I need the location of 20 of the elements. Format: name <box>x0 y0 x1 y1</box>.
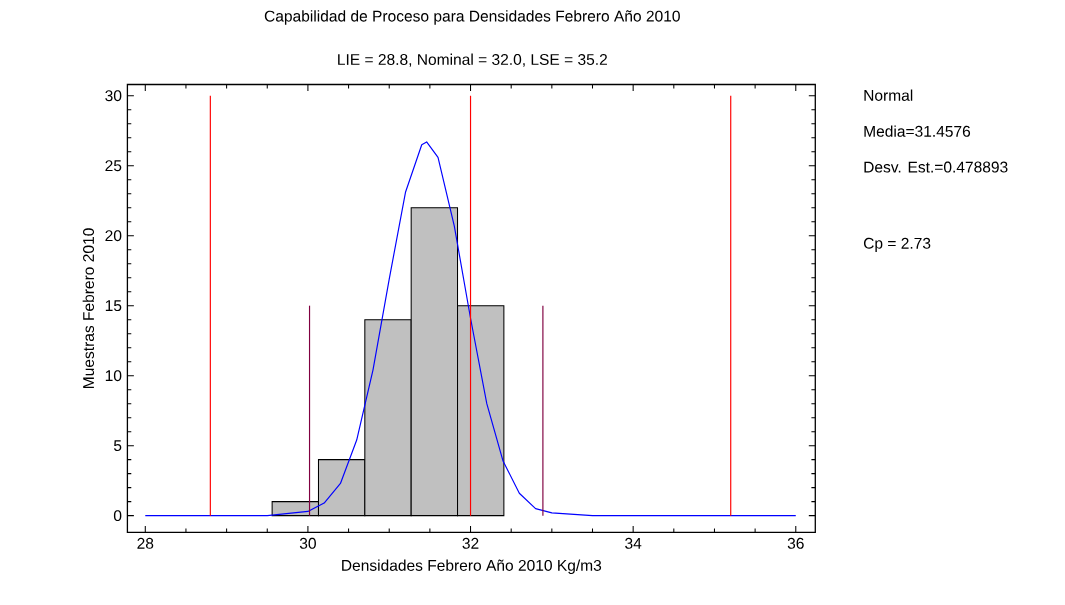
y-tick-label: 0 <box>113 509 122 521</box>
chart-subtitle: LIE = 28.8, Nominal = 32.0, LSE = 35.2 <box>338 53 607 67</box>
y-tick-label: 20 <box>105 230 122 242</box>
y-tick-label: 10 <box>105 370 122 382</box>
text: Normal <box>864 89 913 101</box>
x-tick-label: 28 <box>137 537 154 549</box>
x-tick-label: 34 <box>625 537 642 549</box>
y-tick-label: 5 <box>113 440 122 451</box>
x-tick-label: 32 <box>462 537 479 549</box>
x-tick-label: 30 <box>299 537 316 549</box>
y-tick-label: 30 <box>105 90 122 102</box>
y-tick-label: 15 <box>105 300 122 311</box>
text: Desv. Est.=0.478893 <box>864 161 1008 173</box>
y-axis-title: Muestras Febrero 2010 <box>82 228 95 388</box>
text: Cp = 2.73 <box>863 237 931 252</box>
chart-title: Capabilidad de Proceso para Densidades Febrero Año 2010 <box>264 10 680 25</box>
x-tick-label: 36 <box>787 537 804 549</box>
y-tick-label: 25 <box>105 160 122 172</box>
x-axis-title: Densidades Febrero Año 2010 Kg/m3 <box>342 559 602 574</box>
text: Media=31.4576 <box>864 125 971 137</box>
